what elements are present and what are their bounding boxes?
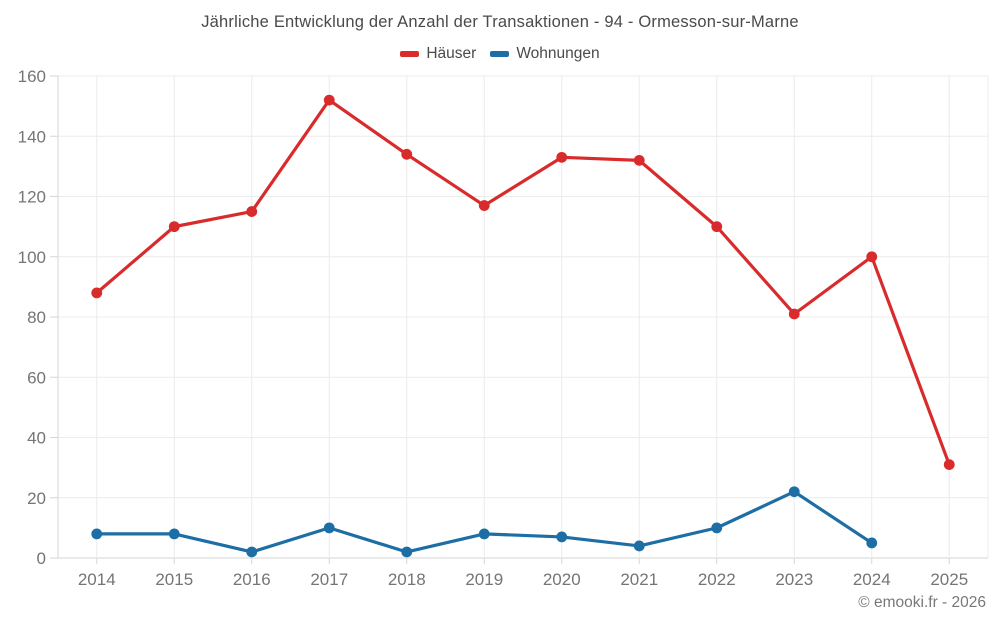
svg-text:2021: 2021 xyxy=(620,570,658,589)
svg-text:2018: 2018 xyxy=(388,570,426,589)
svg-text:60: 60 xyxy=(27,368,46,387)
svg-text:2015: 2015 xyxy=(155,570,193,589)
svg-text:100: 100 xyxy=(18,248,46,267)
svg-text:2025: 2025 xyxy=(930,570,968,589)
svg-text:2016: 2016 xyxy=(233,570,271,589)
svg-text:120: 120 xyxy=(18,188,46,207)
svg-text:140: 140 xyxy=(18,127,46,146)
wohnungen-series-marker-icon xyxy=(490,51,510,57)
chart-legend: Häuser Wohnungen xyxy=(0,45,1000,63)
svg-text:40: 40 xyxy=(27,429,46,448)
haeuser-series-marker-icon xyxy=(400,51,420,57)
copyright-credit: © emooki.fr - 2026 xyxy=(858,594,986,611)
svg-text:2019: 2019 xyxy=(465,570,503,589)
legend-label-wohnungen: Wohnungen xyxy=(516,45,600,62)
svg-text:2023: 2023 xyxy=(775,570,813,589)
svg-text:160: 160 xyxy=(18,67,46,86)
svg-text:20: 20 xyxy=(27,489,46,508)
svg-text:2014: 2014 xyxy=(78,570,116,589)
svg-text:2024: 2024 xyxy=(853,570,891,589)
legend-item-wohnungen[interactable]: Wohnungen xyxy=(490,45,600,63)
legend-label-haeuser: Häuser xyxy=(426,45,477,62)
svg-text:0: 0 xyxy=(37,549,46,568)
svg-text:80: 80 xyxy=(27,308,46,327)
svg-text:2017: 2017 xyxy=(310,570,348,589)
legend-item-haeuser[interactable]: Häuser xyxy=(400,45,476,63)
chart-title: Jährliche Entwicklung der Anzahl der Tra… xyxy=(201,13,799,31)
svg-text:2022: 2022 xyxy=(698,570,736,589)
svg-text:2020: 2020 xyxy=(543,570,581,589)
